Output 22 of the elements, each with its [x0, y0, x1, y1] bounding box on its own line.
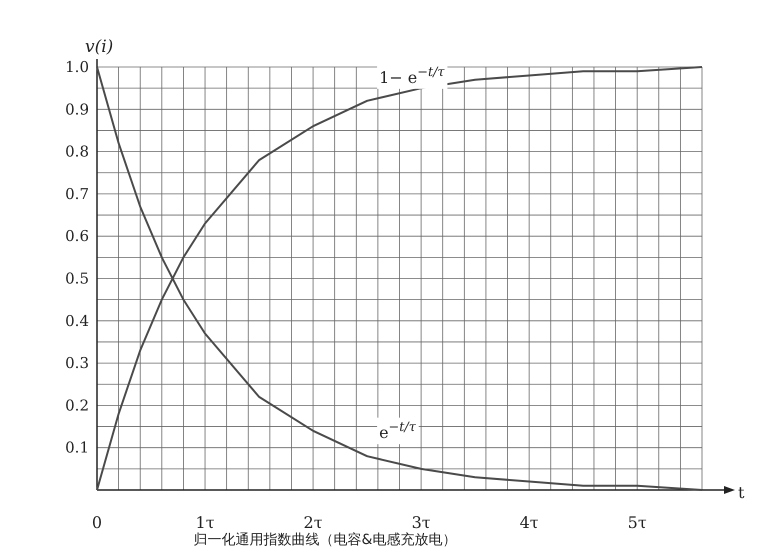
- y-tick-label: 0.3: [65, 354, 89, 372]
- y-tick-label: 0.8: [65, 142, 89, 161]
- annotation: 1− e$^{−t/τ}$: [379, 64, 446, 87]
- line-series: [96, 66, 703, 491]
- x-axis-title: t: [738, 483, 745, 502]
- x-tick-label: 4τ: [520, 513, 539, 532]
- x-tick-label: 2τ: [304, 513, 323, 532]
- y-axis-title: v(i): [85, 37, 114, 57]
- y-tick-label: 0.6: [65, 227, 89, 246]
- x-tick-label: 3τ: [412, 513, 431, 532]
- x-tick-label: 0: [92, 513, 102, 532]
- y-tick-label: 0.1: [65, 438, 89, 457]
- y-tick-label: 0.5: [65, 270, 89, 288]
- y-tick-label: 0.2: [65, 396, 89, 414]
- y-tick-label: 0.9: [65, 100, 89, 118]
- text: 归一化通用指数曲线（电容&电感充放电）: [194, 532, 456, 548]
- annotation: e$^{−t/τ}$: [379, 420, 417, 442]
- x-tick-label: 1τ: [196, 513, 215, 532]
- x-tick-label: 5τ: [628, 513, 647, 532]
- y-tick-label: 0.4: [65, 312, 89, 330]
- y-tick-label: 0.7: [65, 184, 89, 203]
- y-tick-label: 1.0: [65, 58, 89, 76]
